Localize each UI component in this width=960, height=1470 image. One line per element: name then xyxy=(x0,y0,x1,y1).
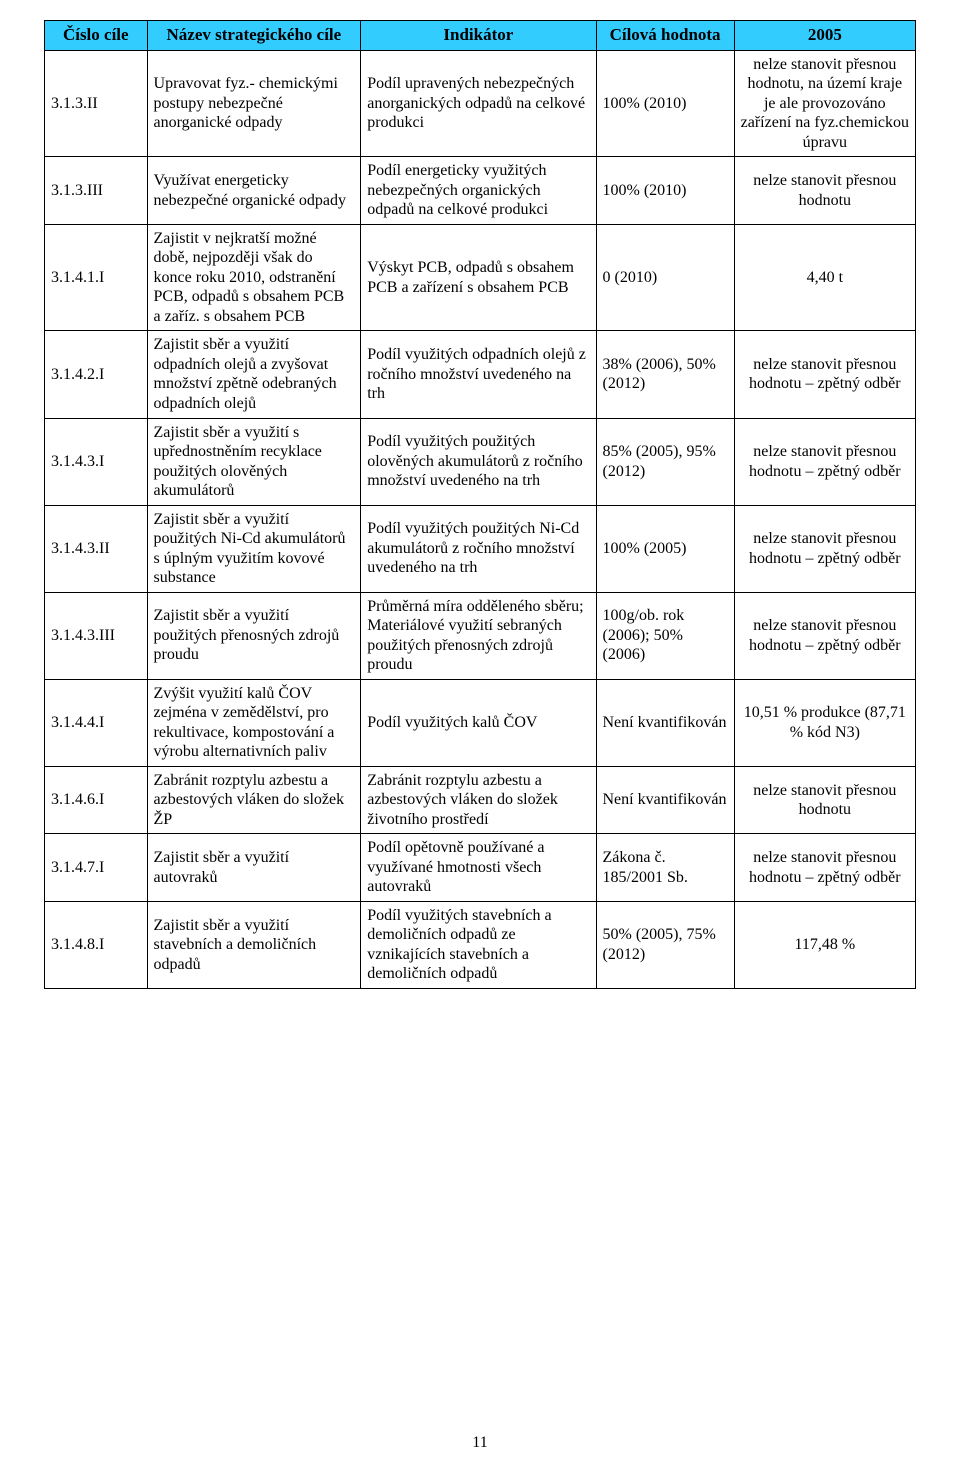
col-header-5: 2005 xyxy=(734,21,915,51)
cell-status: 10,51 % produkce (87,71 % kód N3) xyxy=(734,679,915,766)
table-row: 3.1.4.3.I Zajistit sběr a využití s upře… xyxy=(45,418,916,505)
cell-status: nelze stanovit přesnou hodnotu – zpětný … xyxy=(734,331,915,418)
cell-status: nelze stanovit přesnou hodnotu – zpětný … xyxy=(734,418,915,505)
cell-status: nelze stanovit přesnou hodnotu – zpětný … xyxy=(734,834,915,902)
cell-indicator: Podíl využitých stavebních a demoličních… xyxy=(361,901,596,988)
cell-target: Není kvantifikován xyxy=(596,766,734,834)
table-row: 3.1.4.3.III Zajistit sběr a využití použ… xyxy=(45,592,916,679)
cell-goal-name: Zajistit sběr a využití autovraků xyxy=(147,834,361,902)
cell-goal-id: 3.1.3.III xyxy=(45,157,148,225)
col-header-3: Indikátor xyxy=(361,21,596,51)
document-page: Číslo cíle Název strategického cíle Indi… xyxy=(0,0,960,1470)
cell-status: nelze stanovit přesnou hodnotu, na území… xyxy=(734,50,915,157)
cell-target: Zákona č. 185/2001 Sb. xyxy=(596,834,734,902)
table-row: 3.1.4.8.I Zajistit sběr a využití staveb… xyxy=(45,901,916,988)
cell-indicator: Podíl využitých použitých Ni-Cd akumulát… xyxy=(361,505,596,592)
cell-goal-id: 3.1.4.3.I xyxy=(45,418,148,505)
cell-target: 100g/ob. rok (2006); 50% (2006) xyxy=(596,592,734,679)
cell-goal-id: 3.1.3.II xyxy=(45,50,148,157)
cell-goal-id: 3.1.4.4.I xyxy=(45,679,148,766)
cell-goal-id: 3.1.4.6.I xyxy=(45,766,148,834)
cell-indicator: Podíl energeticky využitých nebezpečných… xyxy=(361,157,596,225)
cell-target: Není kvantifikován xyxy=(596,679,734,766)
cell-status: 4,40 t xyxy=(734,224,915,331)
cell-goal-name: Zajistit sběr a využití použitých přenos… xyxy=(147,592,361,679)
cell-indicator: Průměrná míra odděleného sběru; Materiál… xyxy=(361,592,596,679)
cell-target: 100% (2010) xyxy=(596,50,734,157)
cell-status: 117,48 % xyxy=(734,901,915,988)
page-number: 11 xyxy=(0,1434,960,1452)
cell-indicator: Podíl využitých kalů ČOV xyxy=(361,679,596,766)
cell-goal-id: 3.1.4.1.I xyxy=(45,224,148,331)
cell-goal-name: Využívat energeticky nebezpečné organick… xyxy=(147,157,361,225)
cell-target: 85% (2005), 95% (2012) xyxy=(596,418,734,505)
cell-target: 50% (2005), 75% (2012) xyxy=(596,901,734,988)
cell-goal-name: Zajistit sběr a využití s upřednostněním… xyxy=(147,418,361,505)
cell-goal-id: 3.1.4.7.I xyxy=(45,834,148,902)
cell-indicator: Podíl využitých použitých olověných akum… xyxy=(361,418,596,505)
cell-status: nelze stanovit přesnou hodnotu – zpětný … xyxy=(734,592,915,679)
cell-target: 100% (2010) xyxy=(596,157,734,225)
table-row: 3.1.3.II Upravovat fyz.- chemickými post… xyxy=(45,50,916,157)
table-row: 3.1.4.7.I Zajistit sběr a využití autovr… xyxy=(45,834,916,902)
table-row: 3.1.4.4.I Zvýšit využití kalů ČOV zejmén… xyxy=(45,679,916,766)
cell-goal-name: Zajistit sběr a využití odpadních olejů … xyxy=(147,331,361,418)
cell-goal-name: Upravovat fyz.- chemickými postupy nebez… xyxy=(147,50,361,157)
table-row: 3.1.4.3.II Zajistit sběr a využití použi… xyxy=(45,505,916,592)
cell-target: 100% (2005) xyxy=(596,505,734,592)
col-header-4: Cílová hodnota xyxy=(596,21,734,51)
table-body: 3.1.3.II Upravovat fyz.- chemickými post… xyxy=(45,50,916,988)
table-row: 3.1.3.III Využívat energeticky nebezpečn… xyxy=(45,157,916,225)
table-row: 3.1.4.1.I Zajistit v nejkratší možné dob… xyxy=(45,224,916,331)
cell-target: 0 (2010) xyxy=(596,224,734,331)
cell-goal-id: 3.1.4.3.III xyxy=(45,592,148,679)
cell-goal-id: 3.1.4.3.II xyxy=(45,505,148,592)
table-head: Číslo cíle Název strategického cíle Indi… xyxy=(45,21,916,51)
cell-indicator: Výskyt PCB, odpadů s obsahem PCB a zaříz… xyxy=(361,224,596,331)
col-header-1: Číslo cíle xyxy=(45,21,148,51)
cell-indicator: Podíl opětovně používané a využívané hmo… xyxy=(361,834,596,902)
table-row: 3.1.4.6.I Zabránit rozptylu azbestu a az… xyxy=(45,766,916,834)
table-row: 3.1.4.2.I Zajistit sběr a využití odpadn… xyxy=(45,331,916,418)
cell-status: nelze stanovit přesnou hodnotu – zpětný … xyxy=(734,505,915,592)
cell-target: 38% (2006), 50% (2012) xyxy=(596,331,734,418)
cell-indicator: Podíl upravených nebezpečných anorganick… xyxy=(361,50,596,157)
cell-indicator: Podíl využitých odpadních olejů z ročníh… xyxy=(361,331,596,418)
cell-status: nelze stanovit přesnou hodnotu xyxy=(734,157,915,225)
col-header-2: Název strategického cíle xyxy=(147,21,361,51)
cell-goal-id: 3.1.4.2.I xyxy=(45,331,148,418)
cell-status: nelze stanovit přesnou hodnotu xyxy=(734,766,915,834)
cell-goal-name: Zajistit sběr a využití použitých Ni-Cd … xyxy=(147,505,361,592)
cell-goal-name: Zvýšit využití kalů ČOV zejména v zemědě… xyxy=(147,679,361,766)
goals-table: Číslo cíle Název strategického cíle Indi… xyxy=(44,20,916,989)
cell-goal-name: Zabránit rozptylu azbestu a azbestových … xyxy=(147,766,361,834)
cell-goal-id: 3.1.4.8.I xyxy=(45,901,148,988)
cell-goal-name: Zajistit v nejkratší možné době, nejpozd… xyxy=(147,224,361,331)
cell-goal-name: Zajistit sběr a využití stavebních a dem… xyxy=(147,901,361,988)
header-row: Číslo cíle Název strategického cíle Indi… xyxy=(45,21,916,51)
cell-indicator: Zabránit rozptylu azbestu a azbestových … xyxy=(361,766,596,834)
